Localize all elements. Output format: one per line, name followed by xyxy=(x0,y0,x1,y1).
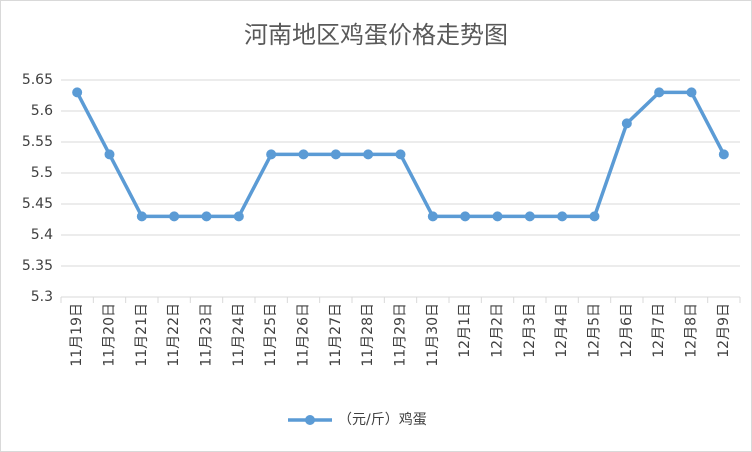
x-tick-label: 11月20日 xyxy=(102,303,118,367)
chart-title: 河南地区鸡蛋价格走势图 xyxy=(244,21,508,49)
x-tick-label: 12月9日 xyxy=(716,303,732,358)
x-tick-label: 11月24日 xyxy=(231,303,247,367)
legend-label: （元/斤）鸡蛋 xyxy=(338,411,427,428)
x-tick-label: 11月26日 xyxy=(296,303,312,367)
point xyxy=(621,118,632,129)
y-tick-label: 5.6 xyxy=(31,103,53,119)
point xyxy=(330,149,341,160)
y-tick-label: 5.5 xyxy=(31,165,53,181)
point xyxy=(266,149,277,160)
x-tick-label: 12月6日 xyxy=(619,303,635,358)
x-tick-label: 11月27日 xyxy=(328,303,344,367)
point xyxy=(460,211,471,222)
point xyxy=(427,211,438,222)
y-tick-label: 5.4 xyxy=(31,227,53,243)
point xyxy=(557,211,568,222)
point xyxy=(233,211,244,222)
y-tick-label: 5.35 xyxy=(22,258,53,274)
x-tick-label: 12月4日 xyxy=(554,303,570,358)
x-tick-label: 11月21日 xyxy=(134,303,150,367)
point xyxy=(654,87,665,98)
point xyxy=(72,87,83,98)
x-tick-label: 11月29日 xyxy=(393,303,409,367)
point xyxy=(201,211,212,222)
x-tick-label: 12月1日 xyxy=(457,303,473,358)
point xyxy=(363,149,374,160)
x-tick-label: 12月5日 xyxy=(587,303,603,358)
point xyxy=(298,149,309,160)
point xyxy=(104,149,115,160)
point xyxy=(589,211,600,222)
y-tick-label: 5.65 xyxy=(22,72,53,88)
x-tick-label: 11月23日 xyxy=(199,303,215,367)
y-tick-label: 5.45 xyxy=(22,196,53,212)
x-tick-label: 11月28日 xyxy=(360,303,376,367)
point xyxy=(136,211,147,222)
x-tick-label: 11月22日 xyxy=(166,303,182,367)
x-tick-label: 12月7日 xyxy=(651,303,667,358)
point xyxy=(395,149,406,160)
x-tick-label: 11月19日 xyxy=(69,303,85,367)
x-tick-label: 11月25日 xyxy=(263,303,279,367)
x-tick-label: 12月2日 xyxy=(490,303,506,358)
legend-marker xyxy=(305,415,315,425)
point xyxy=(492,211,503,222)
x-tick-label: 12月3日 xyxy=(522,303,538,358)
y-tick-label: 5.3 xyxy=(31,289,53,305)
x-tick-label: 11月30日 xyxy=(425,303,441,367)
point xyxy=(169,211,180,222)
x-tick-label: 12月8日 xyxy=(684,303,700,358)
point xyxy=(524,211,535,222)
y-tick-label: 5.55 xyxy=(22,134,53,150)
point xyxy=(718,149,729,160)
point xyxy=(686,87,697,98)
